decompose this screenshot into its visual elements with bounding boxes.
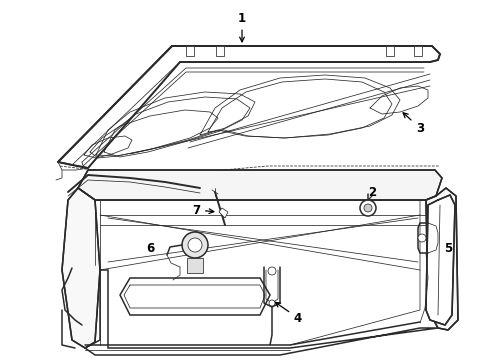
Bar xyxy=(216,46,224,56)
Polygon shape xyxy=(85,270,438,355)
Polygon shape xyxy=(62,188,100,348)
Circle shape xyxy=(182,232,208,258)
Bar xyxy=(414,46,422,56)
Text: 6: 6 xyxy=(146,242,154,255)
Text: 7: 7 xyxy=(192,203,214,216)
Polygon shape xyxy=(187,258,203,273)
Text: 1: 1 xyxy=(238,12,246,42)
Circle shape xyxy=(360,200,376,216)
Circle shape xyxy=(269,300,275,306)
Circle shape xyxy=(364,204,372,212)
Polygon shape xyxy=(426,195,455,325)
Circle shape xyxy=(268,267,276,275)
Bar xyxy=(386,46,394,56)
Text: 3: 3 xyxy=(403,113,424,135)
Circle shape xyxy=(418,234,426,242)
Polygon shape xyxy=(219,208,228,218)
Circle shape xyxy=(188,238,202,252)
Text: 2: 2 xyxy=(368,185,376,198)
Polygon shape xyxy=(58,46,440,168)
Polygon shape xyxy=(120,278,270,315)
Text: 4: 4 xyxy=(275,302,302,324)
Polygon shape xyxy=(78,170,442,200)
Bar xyxy=(186,46,194,56)
Polygon shape xyxy=(426,188,458,330)
Text: 5: 5 xyxy=(444,242,452,255)
